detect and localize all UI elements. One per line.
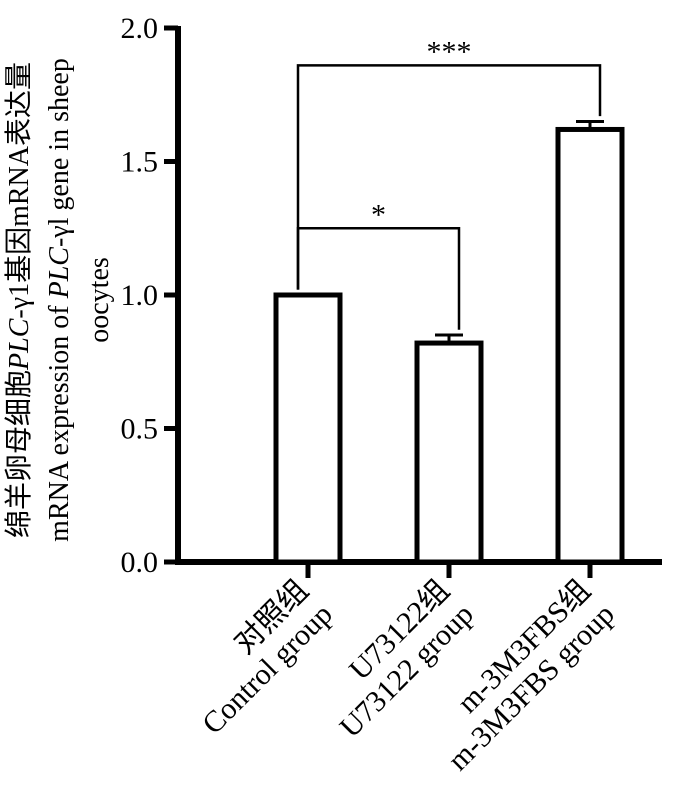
- significance-bracket: [296, 64, 602, 290]
- bar: [414, 340, 484, 565]
- significance-label: ***: [427, 35, 472, 68]
- y-tick-label: 1.5: [121, 146, 159, 179]
- y-axis-title-cn-group: 绵羊卵母细胞PLC-γ1基因mRNA表达量: [3, 62, 35, 538]
- bar: [273, 292, 343, 565]
- y-axis-title-cn: 绵羊卵母细胞PLC-γ1基因mRNA表达量: [3, 62, 35, 538]
- y-axis-title-en-line2-group: oocytes: [84, 257, 115, 343]
- y-tick-label: 0.0: [121, 546, 159, 579]
- y-axis-title-en: mRNA expression of PLC-γl gene in sheep: [44, 58, 75, 542]
- y-axis-title-en-line2: oocytes: [84, 257, 115, 343]
- bar: [555, 126, 625, 565]
- y-tick-label: 0.5: [121, 413, 159, 446]
- significance-label: *: [371, 198, 386, 231]
- y-tick-label: 1.0: [121, 279, 159, 312]
- y-axis-title-en-group: mRNA expression of PLC-γl gene in sheep: [44, 58, 75, 542]
- y-tick-label: 2.0: [121, 12, 159, 45]
